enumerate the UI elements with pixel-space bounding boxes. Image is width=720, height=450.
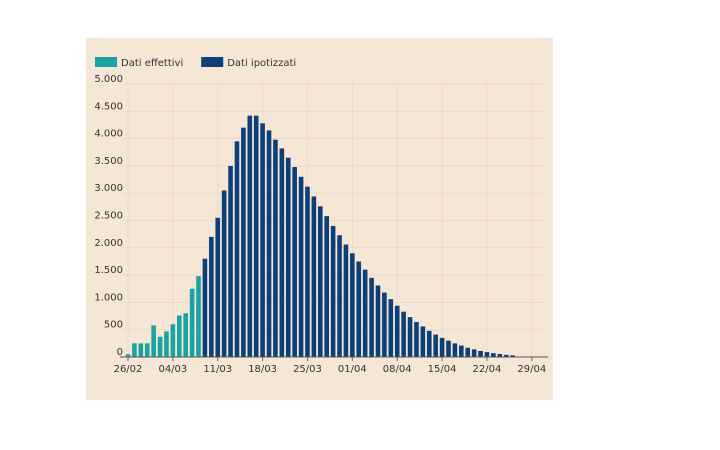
y-tick-label: 2.000: [94, 238, 123, 249]
bar: [234, 141, 240, 357]
x-tick-label: 26/02: [114, 364, 143, 375]
bar: [337, 235, 342, 357]
bar: [298, 176, 304, 357]
bar: [362, 269, 368, 357]
y-tick-label: 4.500: [94, 101, 123, 112]
bar: [407, 317, 413, 357]
bar: [228, 165, 233, 357]
bar: [144, 343, 150, 357]
bar: [433, 334, 438, 357]
bar: [279, 148, 285, 357]
bar: [503, 354, 509, 357]
bar: [215, 217, 221, 357]
bar: [132, 343, 137, 357]
bar: [459, 345, 464, 357]
bar: [452, 343, 458, 357]
bar: [471, 349, 477, 357]
bar: [343, 244, 349, 357]
bar: [260, 123, 265, 357]
x-tick-label: 01/04: [338, 364, 367, 375]
bar: [285, 157, 291, 357]
legend-swatch: [95, 57, 117, 67]
bar: [292, 166, 297, 357]
bar: [247, 115, 253, 357]
bar: [484, 352, 490, 357]
x-tick-label: 04/03: [158, 364, 187, 375]
y-tick-label: 3.000: [94, 183, 123, 194]
y-tick-label: 0: [117, 347, 123, 358]
bar: [221, 190, 227, 357]
bar: [478, 350, 483, 357]
bar: [189, 288, 195, 357]
bar: [209, 236, 214, 357]
bar: [497, 353, 503, 357]
y-tick-label: 3.500: [94, 156, 123, 167]
bar: [266, 130, 272, 357]
bar: [350, 253, 355, 357]
y-tick-label: 5.000: [94, 74, 123, 85]
legend-label: Dati ipotizzati: [227, 58, 296, 69]
bar: [151, 325, 156, 357]
bar: [183, 313, 188, 357]
x-tick-label: 08/04: [383, 364, 412, 375]
bar: [491, 353, 496, 357]
y-tick-label: 1.000: [94, 292, 123, 303]
legend-swatch: [201, 57, 224, 67]
bar: [446, 340, 451, 357]
bar: [202, 258, 208, 357]
bar: [176, 315, 182, 357]
x-tick-label: 18/03: [248, 364, 277, 375]
y-tick-label: 4.000: [94, 129, 123, 140]
y-tick-label: 2.500: [94, 211, 123, 222]
legend-label: Dati effettivi: [121, 58, 183, 69]
bar: [157, 336, 163, 357]
x-tick-label: 22/04: [473, 364, 502, 375]
bar: [170, 324, 176, 357]
bar: [241, 127, 246, 358]
y-tick-label: 1.500: [94, 265, 123, 276]
bar: [439, 337, 445, 357]
x-tick-label: 15/04: [428, 364, 457, 375]
bar: [305, 186, 310, 357]
bar: [330, 225, 336, 357]
bar: [465, 347, 471, 357]
bar: [164, 331, 169, 357]
bar: [318, 206, 323, 357]
bar: [138, 343, 144, 357]
bar: [375, 285, 381, 357]
bar: [273, 139, 278, 357]
bar: [401, 311, 406, 357]
y-tick-label: 500: [104, 320, 123, 331]
bar: [382, 292, 387, 357]
bar: [356, 261, 362, 357]
bar: [324, 216, 330, 357]
bar: [414, 322, 419, 357]
bar: [394, 305, 400, 357]
bar: [510, 355, 515, 357]
bar: [388, 299, 394, 357]
bar: [369, 277, 374, 357]
bar: [253, 115, 259, 357]
bar: [426, 330, 432, 357]
bar: [125, 354, 131, 357]
bar: [311, 196, 317, 357]
x-tick-label: 25/03: [293, 364, 322, 375]
x-tick-label: 11/03: [203, 364, 232, 375]
bar: [420, 326, 426, 357]
bar: [196, 276, 201, 357]
x-tick-label: 29/04: [517, 364, 546, 375]
